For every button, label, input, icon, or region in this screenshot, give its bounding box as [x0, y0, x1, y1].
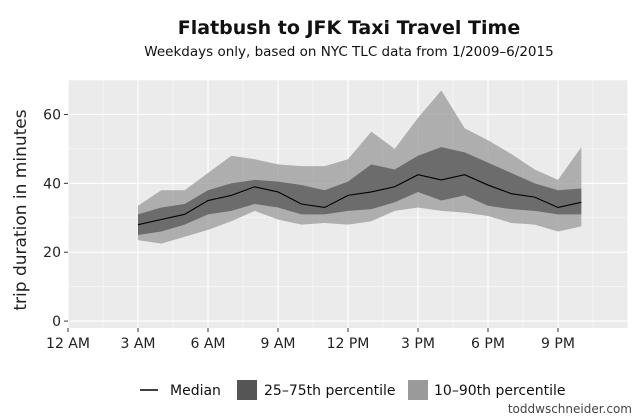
- x-tick-label: 12 AM: [46, 336, 90, 352]
- y-tick-label: 20: [43, 245, 61, 261]
- x-tick-label: 12 PM: [327, 336, 370, 352]
- chart-title: Flatbush to JFK Taxi Travel Time: [178, 17, 520, 39]
- legend-10-90-key: [408, 380, 428, 400]
- median-line-group: [137, 174, 582, 226]
- x-axis-ticks: 12 AM 3 AM 6 AM 9 AM 12 PM 3 PM 6 PM 9 PM: [46, 328, 575, 352]
- legend: Median 25–75th percentile 10–90th percenti…: [140, 380, 565, 400]
- y-axis-ticks: 0 20 40 60: [43, 107, 68, 330]
- x-tick-label: 6 AM: [190, 336, 225, 352]
- legend-median-label: Median: [170, 383, 221, 399]
- y-tick-label: 0: [52, 314, 61, 330]
- legend-iqr-key: [237, 380, 257, 400]
- x-tick-label: 6 PM: [471, 336, 505, 352]
- percentile-bands: [138, 90, 582, 244]
- y-tick-label: 40: [43, 176, 61, 192]
- legend-iqr-label: 25–75th percentile: [264, 383, 395, 399]
- credit-text: toddwschneider.com: [508, 402, 632, 416]
- x-tick-label: 3 AM: [120, 336, 155, 352]
- x-tick-label: 3 PM: [401, 336, 435, 352]
- median-line: [137, 174, 582, 226]
- y-tick-label: 60: [43, 107, 61, 123]
- y-axis-label: trip duration in minutes: [11, 109, 31, 310]
- x-tick-label: 9 AM: [260, 336, 295, 352]
- legend-10-90-label: 10–90th percentile: [434, 383, 565, 399]
- chart-subtitle: Weekdays only, based on NYC TLC data fro…: [144, 44, 553, 60]
- band-25-75: [138, 147, 582, 235]
- x-tick-label: 9 PM: [541, 336, 575, 352]
